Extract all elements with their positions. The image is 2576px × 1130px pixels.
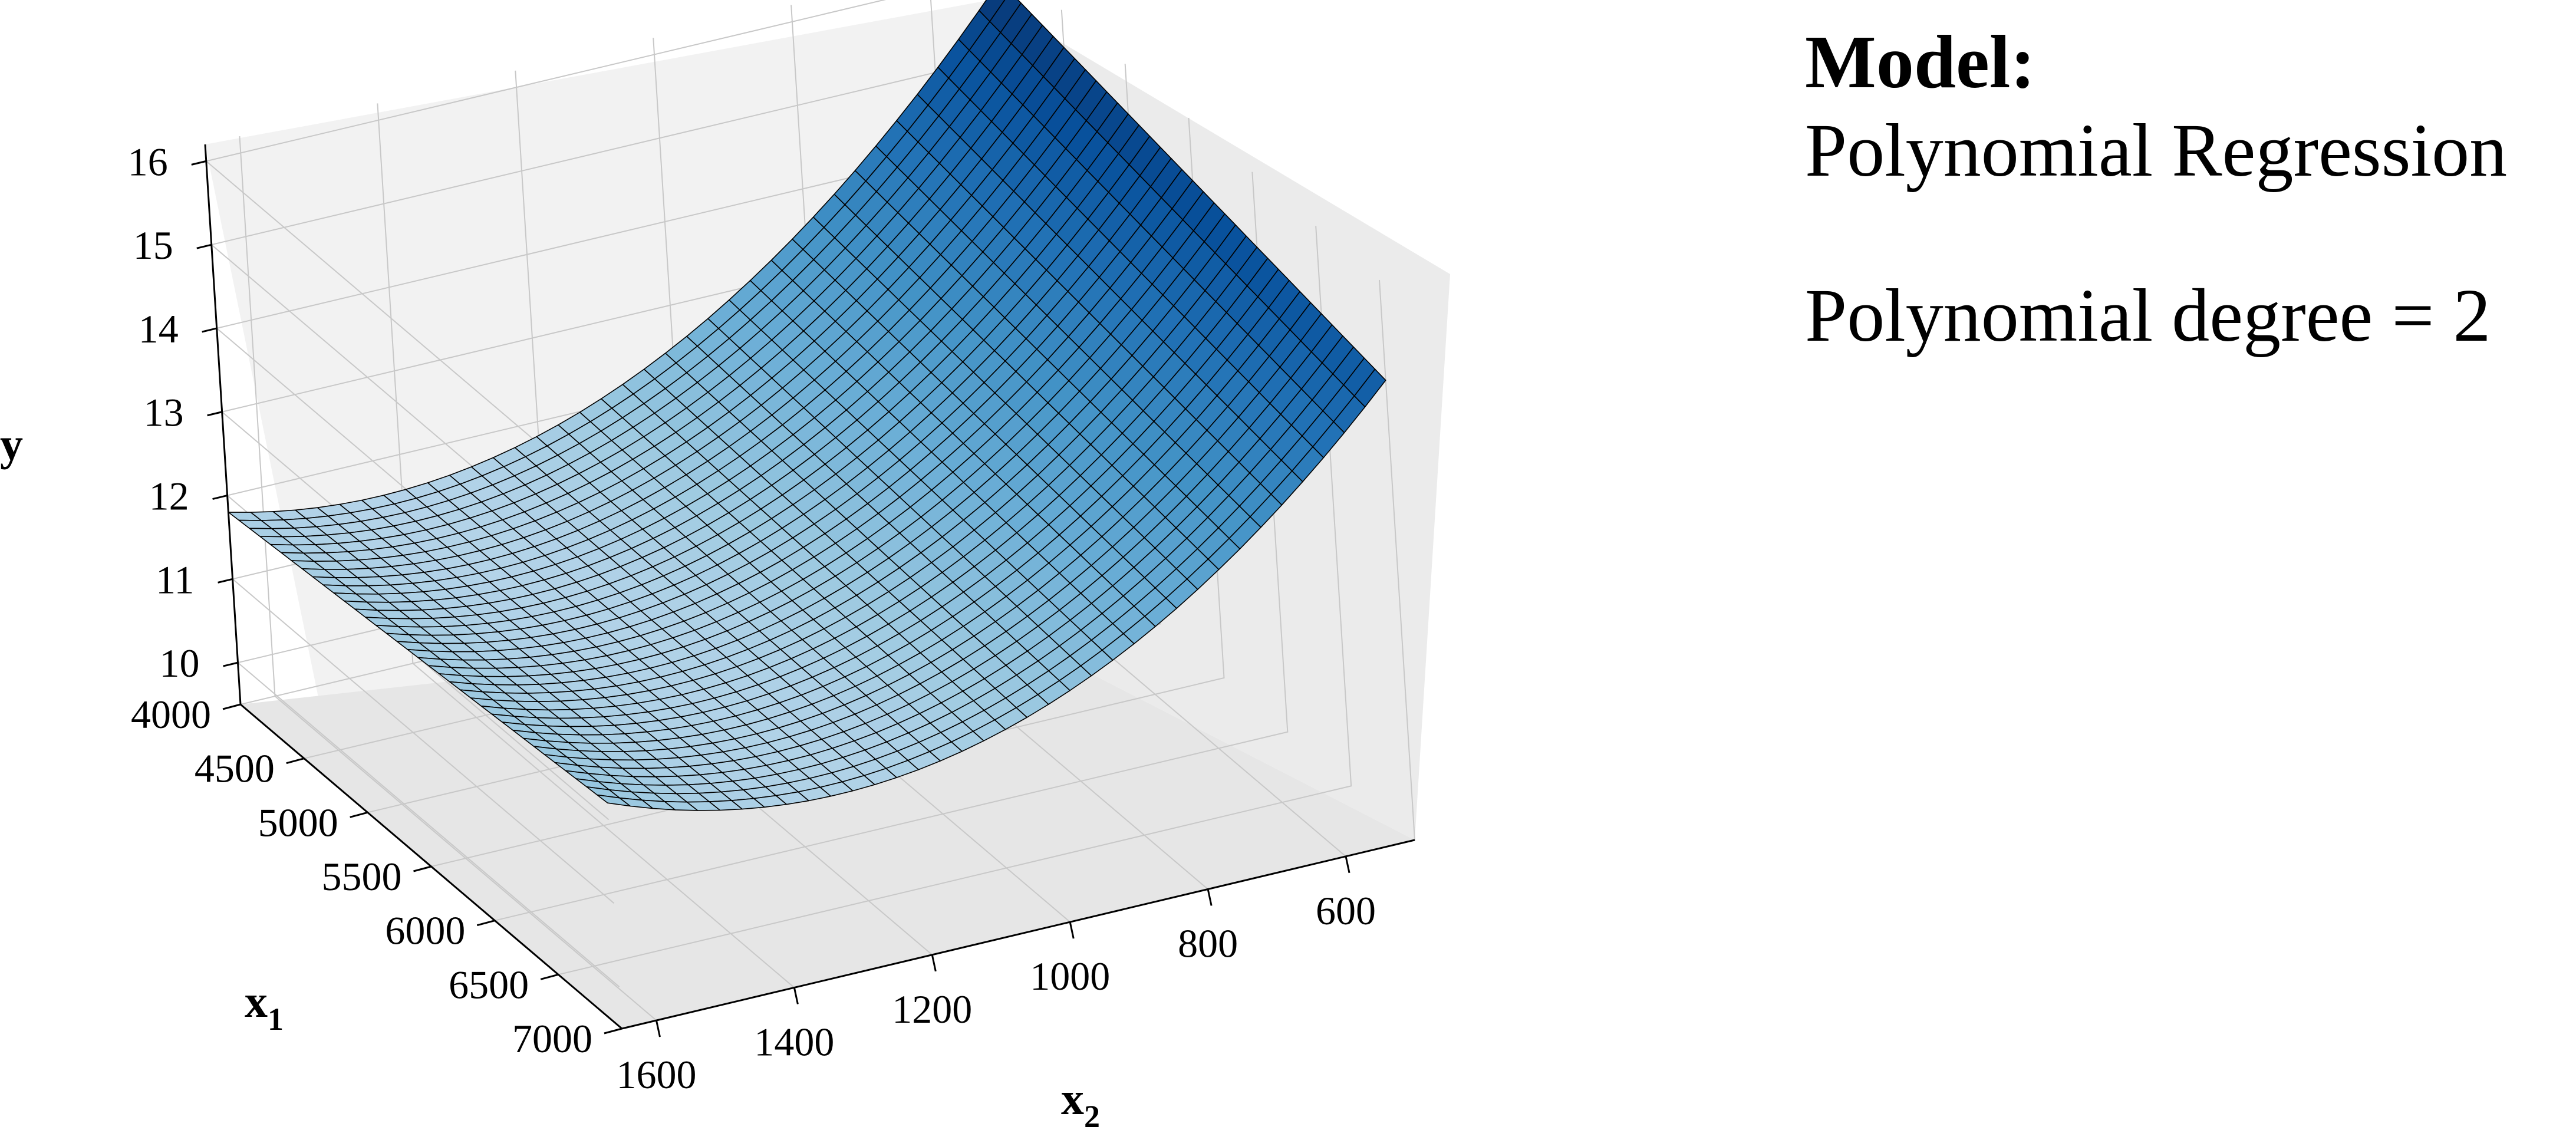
x1-tick-label-6: 7000 xyxy=(512,1016,592,1061)
y-tick-mark xyxy=(196,243,212,249)
y-tick-label-4: 14 xyxy=(139,307,179,351)
x2-tick-label-2: 1200 xyxy=(892,987,972,1032)
x2-tick-label-0: 1600 xyxy=(616,1052,696,1097)
y-tick-mark xyxy=(191,160,207,166)
x1-tick-mark xyxy=(476,920,495,927)
x1-axis-label-main: x xyxy=(245,976,268,1027)
x2-tick-label-4: 800 xyxy=(1178,921,1238,966)
x2-axis-line xyxy=(621,839,1415,1030)
y-tick-label-1: 11 xyxy=(156,557,194,602)
y-tick-label-6: 16 xyxy=(128,139,168,184)
x2-tick-label-5: 600 xyxy=(1316,888,1376,933)
x1-axis-label-subscript: 1 xyxy=(268,1001,284,1037)
x2-tick-label-3: 1000 xyxy=(1030,954,1110,999)
regression-surface xyxy=(228,0,1386,811)
y-axis-label: y xyxy=(0,419,23,470)
surface-plot: 1011121314151640004500500055006000650070… xyxy=(0,0,1450,1130)
y-tick-label-2: 12 xyxy=(149,474,189,519)
y-tick-label-5: 15 xyxy=(133,223,173,268)
x2-axis-label: x2 xyxy=(1061,1073,1100,1130)
gridline-x2-0 xyxy=(239,136,657,1021)
x2-tick-mark xyxy=(655,1020,661,1037)
x1-tick-label-0: 4000 xyxy=(131,692,211,737)
polynomial-degree: Polynomial degree = 2 xyxy=(1805,274,2491,357)
axis-titles: y x1 x2 xyxy=(0,419,1100,1130)
y-tick-mark xyxy=(202,327,218,333)
x2-axis-label-subscript: 2 xyxy=(1084,1099,1100,1130)
y-tick-mark xyxy=(207,411,223,417)
model-name: Polynomial Regression xyxy=(1805,108,2508,192)
x1-tick-mark xyxy=(222,703,241,710)
y-axis-line xyxy=(204,144,242,705)
x1-tick-mark xyxy=(540,973,559,980)
x2-tick-label-1: 1400 xyxy=(754,1019,834,1064)
x2-tick-mark xyxy=(931,954,937,972)
y-tick-mark xyxy=(223,661,238,667)
x2-tick-mark xyxy=(793,987,799,1004)
surface-cell xyxy=(597,794,631,807)
y-tick-mark xyxy=(212,495,228,500)
x1-tick-mark xyxy=(350,811,368,818)
x2-tick-mark xyxy=(1345,856,1350,874)
x1-tick-label-3: 5500 xyxy=(322,854,402,899)
x1-tick-label-5: 6500 xyxy=(449,962,529,1007)
x2-tick-mark xyxy=(1069,921,1075,939)
gridline-x2-1 xyxy=(377,103,795,989)
x1-axis-label: x1 xyxy=(245,976,284,1037)
model-info: Model: Polynomial Regression Polynomial … xyxy=(1805,18,2507,360)
x2-tick-mark xyxy=(1207,889,1213,906)
x1-tick-label-1: 4500 xyxy=(195,746,275,791)
x1-tick-mark xyxy=(413,865,431,872)
x1-tick-label-4: 6000 xyxy=(385,908,465,953)
y-tick-mark xyxy=(218,578,233,584)
x1-tick-mark xyxy=(604,1027,622,1035)
x1-tick-mark xyxy=(286,757,305,765)
axis-ticks: 10 11 12 13 14 15 16 4000 4500 5000 5500 6000 6500 70… xyxy=(128,139,1376,1097)
x1-tick-label-2: 5000 xyxy=(258,800,338,845)
model-title: Model: xyxy=(1805,20,2035,104)
x2-axis-label-main: x xyxy=(1061,1073,1084,1124)
y-tick-label-0: 10 xyxy=(160,641,200,686)
y-tick-label-3: 13 xyxy=(144,390,184,435)
